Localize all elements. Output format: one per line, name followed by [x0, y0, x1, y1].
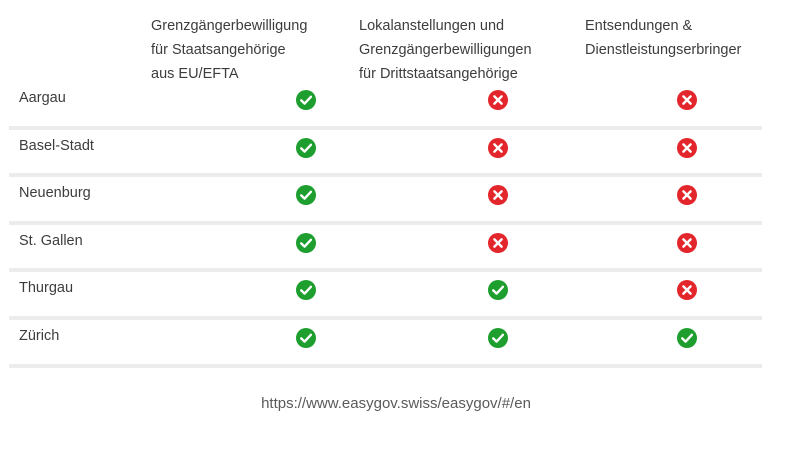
check-circle-icon [296, 185, 316, 206]
table-row: Basel-Stadt [9, 130, 762, 178]
row-divider [9, 173, 762, 178]
canton-label: Neuenburg [19, 185, 91, 202]
check-circle-icon [296, 137, 316, 158]
canton-label: Thurgau [19, 280, 74, 297]
canton-label: St. Gallen [19, 232, 83, 249]
status-cell [676, 184, 698, 206]
column-header-postings: Entsendungen & Dienstleistungserbringer [585, 18, 742, 58]
check-circle-icon [296, 280, 316, 301]
status-cell [487, 137, 509, 159]
status-cell [487, 89, 509, 111]
check-circle-icon [296, 327, 316, 348]
check-circle-icon [488, 327, 508, 348]
table-body: Aargau Basel-Stadt Neuenburg St. Gallen [9, 88, 762, 368]
status-cell [676, 89, 698, 111]
canton-permit-table: Grenzgängerbewilligung für Staatsangehör… [9, 0, 762, 368]
table-row: Aargau [9, 82, 762, 130]
x-circle-icon [677, 90, 697, 110]
table-row: Zürich [9, 320, 762, 368]
check-circle-icon [296, 90, 316, 110]
status-cell [295, 137, 317, 159]
status-cell [676, 279, 698, 301]
row-divider [9, 315, 762, 320]
status-cell [676, 327, 698, 349]
x-circle-icon [677, 185, 697, 206]
status-cell [295, 232, 317, 254]
x-circle-icon [488, 232, 508, 253]
status-cell [487, 184, 509, 206]
status-cell [295, 184, 317, 206]
status-cell [487, 327, 509, 349]
canton-label: Aargau [19, 90, 66, 106]
status-cell [295, 89, 317, 111]
check-circle-icon [296, 232, 316, 253]
table-row: Neuenburg [9, 177, 762, 225]
column-header-third-country: Lokalanstellungen und Grenzgängerbewilli… [359, 18, 532, 82]
status-cell [487, 232, 509, 254]
check-circle-icon [488, 280, 508, 301]
column-header-eu-efta: Grenzgängerbewilligung für Staatsangehör… [151, 18, 308, 82]
status-cell [295, 327, 317, 349]
table-row: St. Gallen [9, 225, 762, 273]
status-cell [676, 232, 698, 254]
table-row: Thurgau [9, 272, 762, 320]
check-circle-icon [677, 327, 697, 348]
x-circle-icon [677, 137, 697, 158]
source-url: https://www.easygov.swiss/easygov/#/en [261, 395, 531, 412]
x-circle-icon [488, 90, 508, 110]
x-circle-icon [488, 185, 508, 206]
canton-label: Basel-Stadt [19, 137, 94, 154]
status-cell [676, 137, 698, 159]
row-divider [9, 268, 762, 273]
x-circle-icon [677, 280, 697, 301]
row-divider [9, 363, 762, 368]
status-cell [487, 279, 509, 301]
row-divider [9, 220, 762, 225]
canton-label: Zürich [19, 327, 60, 344]
status-cell [295, 279, 317, 301]
table-header: Grenzgängerbewilligung für Staatsangehör… [9, 0, 762, 88]
row-divider [9, 125, 762, 130]
x-circle-icon [677, 232, 697, 253]
x-circle-icon [488, 137, 508, 158]
